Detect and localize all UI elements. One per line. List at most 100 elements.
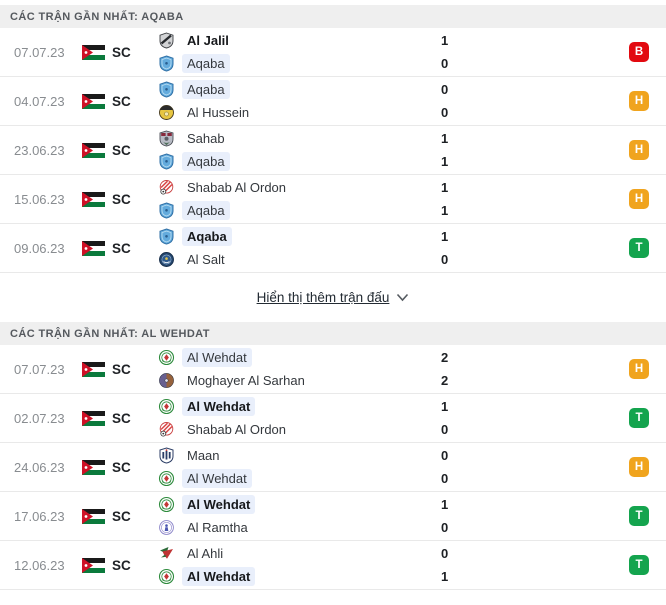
team-name: Al Wehdat (182, 495, 256, 514)
home-score: 1 (441, 33, 449, 48)
score-column: 1 0 (441, 493, 629, 539)
score-column: 1 0 (441, 29, 629, 75)
shabab-al-ordon-logo-icon (158, 179, 175, 196)
teams-column: Al Ahli Al Wehdat (158, 542, 441, 588)
jordan-flag-icon (82, 192, 105, 207)
home-score: 1 (441, 497, 449, 512)
teams-column: Shabab Al Ordon Aqaba (158, 176, 441, 222)
teams-column: Al Wehdat Shabab Al Ordon (158, 395, 441, 441)
match-date: 15.06.23 (14, 191, 65, 207)
home-score: 1 (441, 399, 449, 414)
match-row[interactable]: 24.06.23 SC Maan Al Wehdat 0 0 H (0, 443, 666, 492)
match-row[interactable]: 15.06.23 SC Shabab Al Ordon Aqaba 1 1 H (0, 175, 666, 224)
jordan-flag-icon (82, 509, 105, 524)
competition-code: SC (112, 459, 131, 475)
score-column: 2 2 (441, 346, 629, 392)
away-score: 0 (441, 56, 449, 71)
away-team-line: Al Ramtha (158, 516, 441, 539)
aqaba-logo-icon (158, 81, 175, 98)
show-more-button[interactable]: Hiển thị thêm trận đấu (251, 289, 416, 306)
jordan-flag-icon (82, 241, 105, 256)
result-badge: H (629, 457, 649, 477)
result-badge: H (629, 91, 649, 111)
match-row[interactable]: 04.07.23 SC Aqaba Al Hussein 0 0 H (0, 77, 666, 126)
home-score: 1 (441, 180, 449, 195)
result-badge: B (629, 42, 649, 62)
away-team-line: Al Wehdat (158, 467, 441, 490)
team-name: Al Wehdat (182, 567, 256, 586)
away-team-line: Al Hussein (158, 101, 441, 124)
match-row[interactable]: 17.06.23 SC Al Wehdat Al Ramtha 1 0 T (0, 492, 666, 541)
away-score: 0 (441, 471, 449, 486)
match-row[interactable]: 02.07.23 SC Al Wehdat Shabab Al Ordon 1 … (0, 394, 666, 443)
result-badge: T (629, 408, 649, 428)
match-row[interactable]: 12.06.23 SC Al Ahli Al Wehdat 0 1 T (0, 541, 666, 590)
aqaba-logo-icon (158, 202, 175, 219)
jordan-flag-icon (82, 460, 105, 475)
match-row[interactable]: 23.06.23 SC Sahab Aqaba 1 1 H (0, 126, 666, 175)
home-team-line: Al Wehdat (158, 395, 441, 418)
competition-code: SC (112, 410, 131, 426)
team-name: Maan (187, 448, 220, 463)
maan-logo-icon (158, 447, 175, 464)
score-column: 1 1 (441, 127, 629, 173)
competition-code: SC (112, 44, 131, 60)
al-wehdat-logo-icon (158, 470, 175, 487)
team-name: Al Wehdat (182, 397, 256, 416)
away-team-line: Shabab Al Ordon (158, 418, 441, 441)
competition-code: SC (112, 508, 131, 524)
away-score: 1 (441, 203, 449, 218)
teams-column: Al Wehdat Al Ramtha (158, 493, 441, 539)
away-score: 1 (441, 154, 449, 169)
teams-column: Maan Al Wehdat (158, 444, 441, 490)
home-team-line: Al Jalil (158, 29, 441, 52)
home-score: 0 (441, 82, 449, 97)
away-score: 0 (441, 252, 449, 267)
team-name: Shabab Al Ordon (187, 180, 287, 195)
jordan-flag-icon (82, 143, 105, 158)
match-row[interactable]: 09.06.23 SC Aqaba Al Salt 1 0 T (0, 224, 666, 273)
home-score: 0 (441, 448, 449, 463)
teams-column: Aqaba Al Salt (158, 225, 441, 271)
al-wehdat-logo-icon (158, 568, 175, 585)
al-wehdat-logo-icon (158, 496, 175, 513)
show-more-label: Hiển thị thêm trận đấu (256, 290, 390, 305)
teams-column: Al Wehdat Moghayer Al Sarhan (158, 346, 441, 392)
match-date: 17.06.23 (14, 508, 65, 524)
team-name: Al Wehdat (182, 348, 252, 367)
teams-column: Sahab Aqaba (158, 127, 441, 173)
home-team-line: Maan (158, 444, 441, 467)
home-team-line: Aqaba (158, 78, 441, 101)
team-name: Aqaba (182, 54, 230, 73)
away-team-line: Aqaba (158, 52, 441, 75)
show-more-area: Hiển thị thêm trận đấu (0, 273, 666, 322)
match-date: 02.07.23 (14, 410, 65, 426)
team-name: Al Ramtha (187, 520, 248, 535)
competition-code: SC (112, 557, 131, 573)
match-date: 12.06.23 (14, 557, 65, 573)
section-aqaba: CÁC TRẬN GẦN NHẤT: AQABA 07.07.23 SC Al … (0, 5, 666, 322)
competition-code: SC (112, 191, 131, 207)
team-name: Al Wehdat (182, 469, 252, 488)
team-name: Aqaba (182, 80, 230, 99)
score-column: 0 1 (441, 542, 629, 588)
result-badge: H (629, 189, 649, 209)
al-ramtha-logo-icon (158, 519, 175, 536)
teams-column: Aqaba Al Hussein (158, 78, 441, 124)
shabab-al-ordon-logo-icon (158, 421, 175, 438)
score-column: 1 0 (441, 225, 629, 271)
teams-column: Al Jalil Aqaba (158, 29, 441, 75)
match-row[interactable]: 07.07.23 SC Al Wehdat Moghayer Al Sarhan… (0, 345, 666, 394)
jordan-flag-icon (82, 362, 105, 377)
match-row[interactable]: 07.07.23 SC Al Jalil Aqaba 1 0 B (0, 28, 666, 77)
recent-matches-widget: CÁC TRẬN GẦN NHẤT: AQABA 07.07.23 SC Al … (0, 5, 666, 590)
aqaba-logo-icon (158, 228, 175, 245)
match-date: 24.06.23 (14, 459, 65, 475)
team-name: Sahab (187, 131, 225, 146)
al-wehdat-logo-icon (158, 349, 175, 366)
result-badge: T (629, 506, 649, 526)
team-name: Al Salt (187, 252, 225, 267)
home-team-line: Shabab Al Ordon (158, 176, 441, 199)
moghayer-al-sarhan-logo-icon (158, 372, 175, 389)
chevron-down-icon (397, 293, 409, 302)
